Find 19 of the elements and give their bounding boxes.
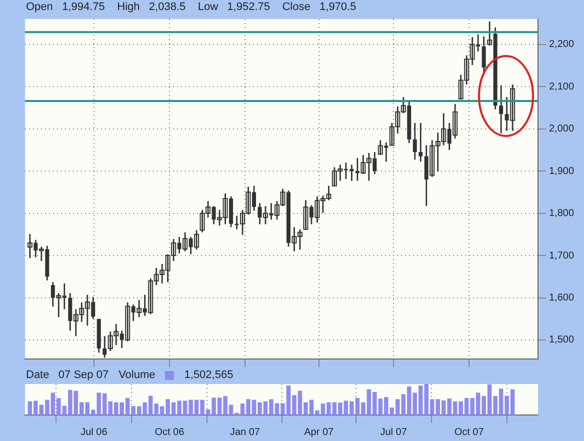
y-tick-label: 1,600	[549, 292, 574, 304]
chart-subtitle: Open 1,994.75 High 2,038.5 Low 1,952.75 Close 1,970.5	[26, 1, 356, 13]
y-tick-label: 2,200	[549, 39, 574, 50]
legend-label: Volume	[118, 369, 156, 381]
x-tick-label: Jan 07	[230, 426, 260, 438]
x-tick-label: Jul 06	[80, 426, 108, 438]
x-tick-label: Oct 06	[154, 426, 185, 438]
y-tick-label: 2,000	[549, 124, 574, 135]
x-tick-label: Jul 07	[380, 426, 408, 438]
y-tick-label: 1,700	[549, 250, 574, 262]
y-tick-label: 1,800	[549, 208, 574, 220]
text: 1,502,565	[184, 369, 234, 381]
x-tick-label: Oct 07	[454, 426, 484, 438]
text: Date 07 Sep 07	[26, 369, 109, 381]
candlestick	[418, 122, 423, 162]
y-tick-label: 1,900	[549, 166, 574, 177]
x-tick-label: Apr 07	[304, 426, 334, 438]
y-tick-label: 1,500	[549, 334, 574, 346]
y-tick-label: 2,100	[549, 81, 574, 92]
